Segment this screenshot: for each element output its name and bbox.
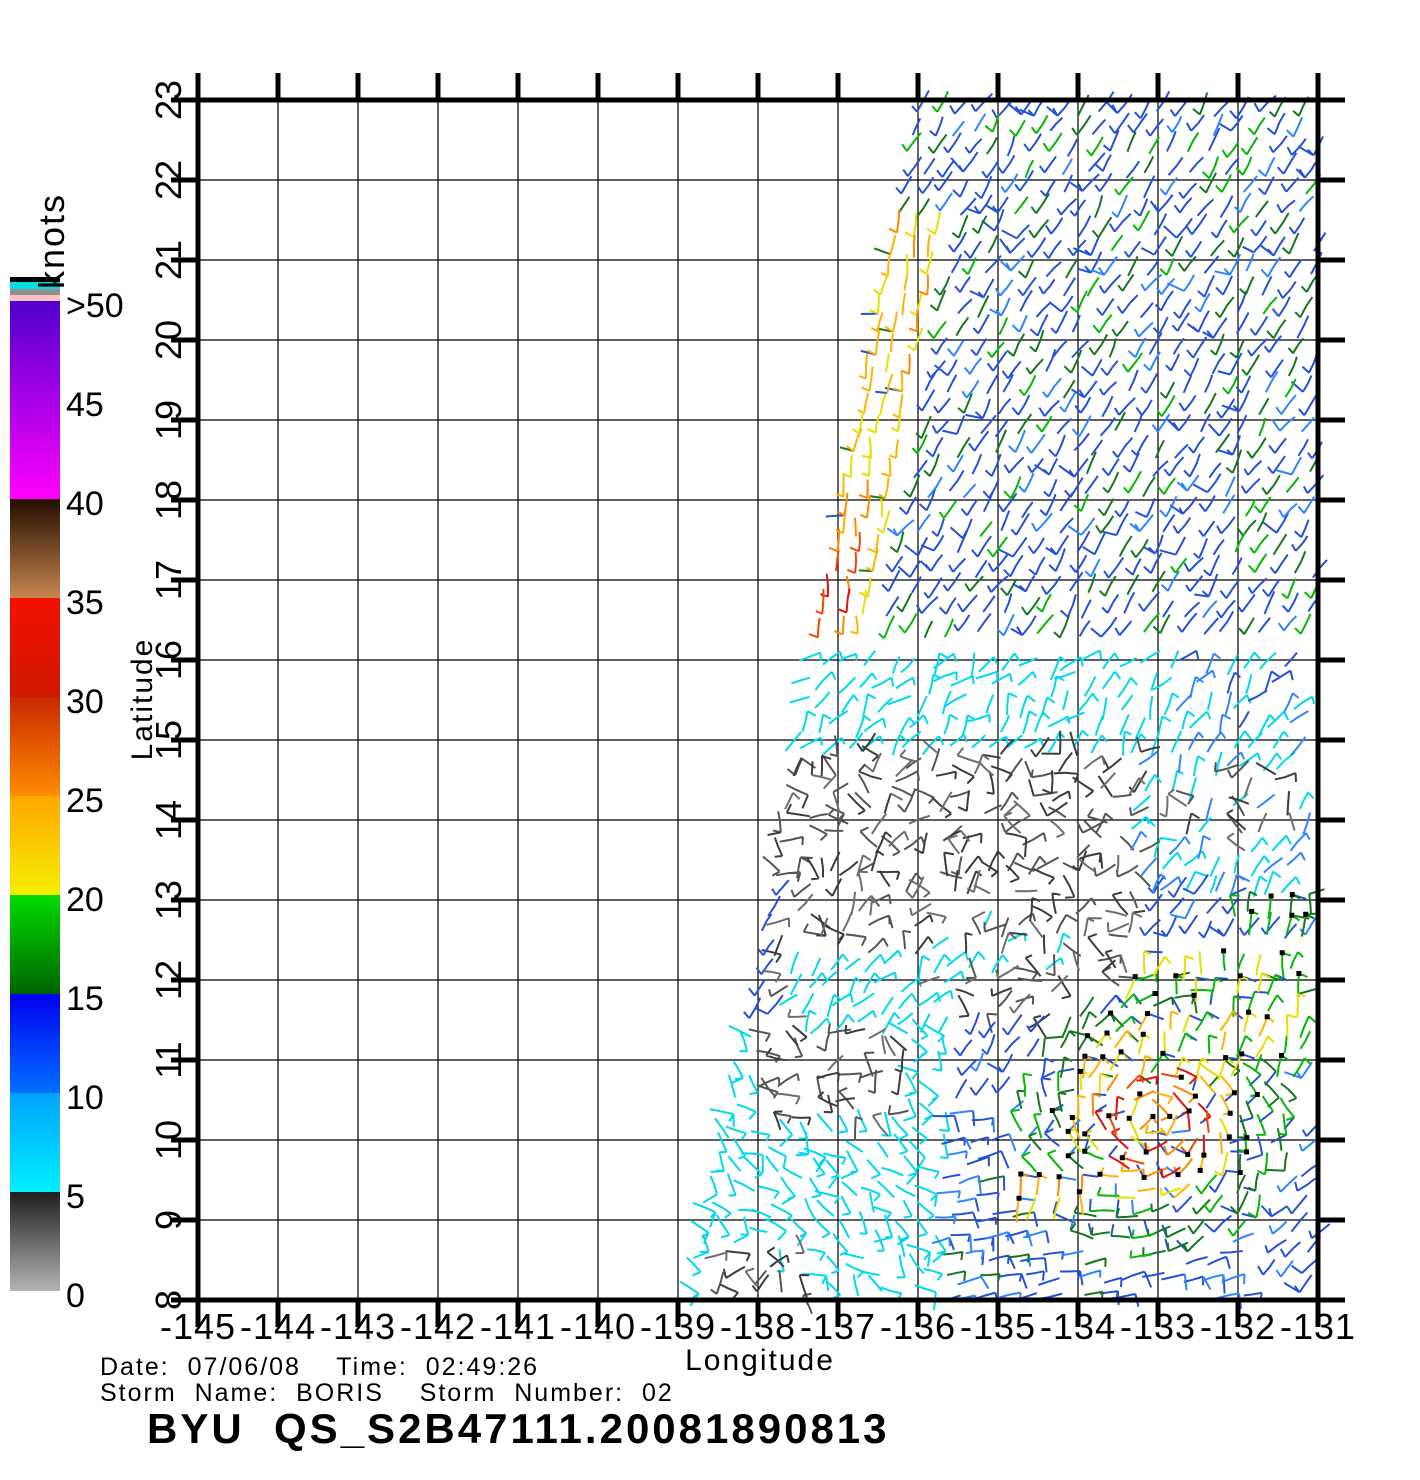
x-tick-label--133: -133 [1119, 1306, 1197, 1347]
wind-vectors-2e86ff [886, 113, 1321, 1309]
wind-vectors-e8df00 [842, 211, 1306, 1221]
colorbar-label-25: 25 [66, 782, 104, 820]
colorbar-label-5: 5 [66, 1178, 85, 1216]
y-tick-label-18: 18 [148, 479, 189, 521]
x-tick-label--142: -142 [399, 1306, 477, 1347]
colorbar-label-30: 30 [66, 683, 104, 721]
x-tick-label--140: -140 [559, 1306, 637, 1347]
wind-vectors-04b804 [878, 90, 1322, 1259]
x-tick-label--139: -139 [639, 1306, 717, 1347]
y-tick-label-13: 13 [148, 879, 189, 921]
x-tick-label--131: -131 [1279, 1306, 1357, 1347]
colorbar-label-gt50: >50 [66, 287, 124, 325]
wind-vectors-6e6e6e [704, 739, 1296, 1287]
wind-vectors-555555 [710, 735, 1250, 1315]
x-tick-label--135: -135 [959, 1306, 1037, 1347]
y-tick-label-20: 20 [148, 319, 189, 361]
x-tick-label--138: -138 [719, 1306, 797, 1347]
x-tick-label--143: -143 [319, 1306, 397, 1347]
colorbar-label-0: 0 [66, 1277, 85, 1315]
colorbar-segment-30-25 [10, 697, 60, 796]
y-tick-label-19: 19 [148, 399, 189, 441]
y-tick-label-16: 16 [148, 639, 189, 681]
rain-flag-dots [1016, 892, 1309, 1201]
y-tick-label-17: 17 [148, 559, 189, 601]
colorbar-segment->50-40 [10, 301, 60, 499]
colorbar-segment-5-0 [10, 1192, 60, 1291]
x-tick-label--134: -134 [1039, 1306, 1117, 1347]
colorbar-title: knots [31, 192, 72, 290]
x-tick-label--132: -132 [1199, 1306, 1277, 1347]
y-tick-label-12: 12 [148, 959, 189, 1001]
y-tick-label-23: 23 [148, 79, 189, 121]
colorbar-cyan-stripe [10, 282, 60, 289]
y-tick-label-11: 11 [148, 1041, 189, 1079]
x-tick-label--136: -136 [879, 1306, 957, 1347]
wind-vectors-00d8ee [679, 649, 1315, 1311]
colorbar-segment-10-5 [10, 1093, 60, 1192]
colorbar-segment-20-15 [10, 895, 60, 994]
colorbar-segment-35-30 [10, 598, 60, 697]
colorbar-label-40: 40 [66, 485, 104, 523]
storm-info-line: Storm Name: BORIS Storm Number: 02 [100, 1379, 674, 1407]
wind-vectors-ffb300 [835, 234, 1275, 1223]
x-tick-label--144: -144 [239, 1306, 317, 1347]
x-tick-label--137: -137 [799, 1306, 877, 1347]
y-tick-label-8: 8 [148, 1289, 189, 1311]
y-tick-label-15: 15 [148, 719, 189, 761]
colorbar-black-stripe [10, 277, 60, 282]
x-tick-label--145: -145 [159, 1306, 237, 1347]
wind-vectors-3c3c3c [719, 730, 1297, 1300]
y-tick-label-9: 9 [148, 1209, 189, 1231]
colorbar-segment-25-20 [10, 796, 60, 895]
wind-vectors-f04800 [808, 531, 1210, 1165]
y-tick-label-14: 14 [148, 799, 189, 841]
colorbar-label-45: 45 [66, 386, 104, 424]
colorbar-pink-stripe [10, 295, 60, 301]
y-tick-label-10: 10 [148, 1119, 189, 1161]
x-tick-label--141: -141 [479, 1306, 557, 1347]
plot-title: BYU QS_S2B47111.20081890813 [147, 1405, 890, 1452]
colorbar [10, 277, 60, 1291]
colorbar-label-20: 20 [66, 881, 104, 919]
colorbar-segment-40-35 [10, 499, 60, 598]
wind-vectors-ff8800 [828, 209, 1197, 1197]
colorbar-label-35: 35 [66, 584, 104, 622]
colorbar-gray-stripe [10, 289, 60, 295]
colorbar-segment-15-10 [10, 994, 60, 1093]
y-tick-label-22: 22 [148, 159, 189, 201]
colorbar-label-10: 10 [66, 1079, 104, 1117]
wind-vectors-2451d6 [743, 89, 1331, 1307]
x-axis-title: Longitude [685, 1344, 835, 1377]
date-time-line: Date: 07/06/08 Time: 02:49:26 [100, 1353, 540, 1381]
y-tick-label-21: 21 [148, 239, 189, 281]
colorbar-label-15: 15 [66, 980, 104, 1018]
